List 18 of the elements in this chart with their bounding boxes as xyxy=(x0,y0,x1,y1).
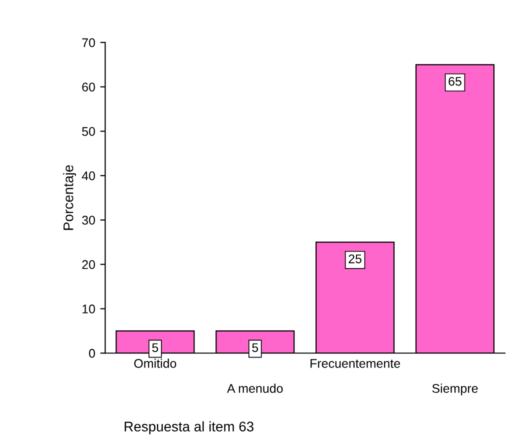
y-tick-label: 20 xyxy=(82,260,95,270)
y-tick-label: 30 xyxy=(82,216,95,225)
data-label: 5 xyxy=(252,343,258,352)
x-tick-label: Siempre xyxy=(432,384,478,396)
x-tick-label: A menudo xyxy=(226,384,283,393)
x-tick-label: Omitido xyxy=(134,358,176,368)
data-label: 5 xyxy=(152,343,158,352)
x-tick-label: Frecuentemente xyxy=(310,359,400,368)
y-tick-label: 60 xyxy=(82,82,95,92)
data-label: 65 xyxy=(448,76,462,86)
x-axis-title: Respuesta al item 63 xyxy=(124,421,254,434)
y-tick-label: 50 xyxy=(82,127,95,136)
y-tick-label: 70 xyxy=(82,38,95,48)
y-tick-label: 10 xyxy=(82,304,95,314)
y-axis-title: Porcentaje xyxy=(63,165,76,230)
y-tick-label: 0 xyxy=(89,348,95,358)
y-tick-label: 40 xyxy=(82,171,95,180)
data-label: 25 xyxy=(348,254,362,264)
